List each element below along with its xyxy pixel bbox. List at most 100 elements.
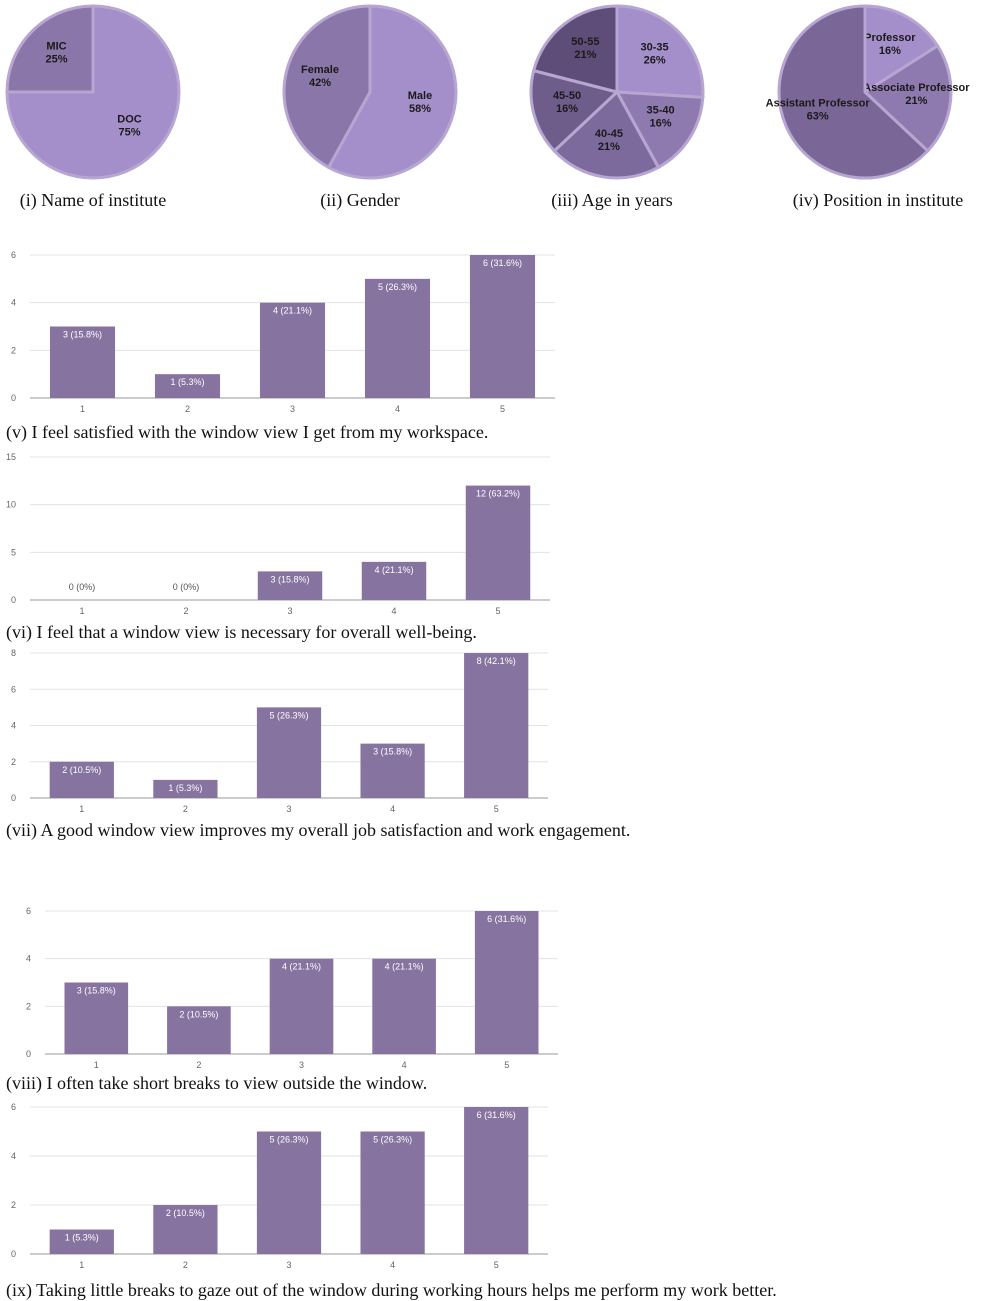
value-label: 16% bbox=[879, 45, 901, 57]
category-label: 45-50 bbox=[553, 90, 581, 102]
bar bbox=[464, 1107, 528, 1254]
value-label: 26% bbox=[644, 55, 666, 67]
x-tick-label: 4 bbox=[390, 1260, 395, 1270]
bar bbox=[270, 959, 334, 1054]
x-tick-label: 5 bbox=[494, 1260, 499, 1270]
page: DOC75%MIC25%(i) Name of instituteMale58%… bbox=[0, 0, 982, 1301]
y-tick-label: 6 bbox=[26, 906, 31, 916]
value-label: 3 (15.8%) bbox=[270, 574, 309, 584]
value-label: 16% bbox=[556, 103, 578, 115]
y-tick-label: 6 bbox=[11, 1102, 16, 1112]
x-tick-label: 4 bbox=[391, 606, 396, 616]
pie-label: 30-3526% bbox=[641, 42, 669, 67]
y-tick-label: 2 bbox=[26, 1001, 31, 1011]
x-tick-label: 5 bbox=[495, 606, 500, 616]
pie-label: Male58% bbox=[408, 90, 432, 115]
x-tick-label: 5 bbox=[504, 1060, 509, 1070]
value-label: 1 (5.3%) bbox=[168, 783, 202, 793]
value-label: 75% bbox=[118, 126, 140, 138]
y-tick-label: 0 bbox=[11, 793, 16, 803]
value-label: 0 (0%) bbox=[69, 582, 96, 592]
value-label: 3 (15.8%) bbox=[373, 747, 412, 757]
x-tick-label: 4 bbox=[390, 804, 395, 814]
category-label: Female bbox=[301, 64, 339, 76]
bar bbox=[257, 707, 321, 798]
y-tick-label: 4 bbox=[11, 721, 16, 731]
caption: (vi) I feel that a window view is necess… bbox=[6, 622, 477, 643]
pie-label: 35-4016% bbox=[646, 105, 674, 130]
value-label: 0 (0%) bbox=[173, 582, 200, 592]
value-label: 2 (10.5%) bbox=[166, 1208, 205, 1218]
y-tick-label: 5 bbox=[11, 547, 16, 557]
value-label: 42% bbox=[309, 77, 331, 89]
y-tick-label: 4 bbox=[11, 1151, 16, 1161]
bar bbox=[470, 255, 535, 398]
category-label: Male bbox=[408, 90, 432, 102]
value-label: 4 (21.1%) bbox=[273, 306, 312, 316]
value-label: 8 (42.1%) bbox=[477, 656, 516, 666]
category-label: Professor bbox=[864, 32, 916, 44]
value-label: 21% bbox=[574, 49, 596, 61]
x-tick-label: 1 bbox=[80, 404, 85, 414]
category-label: Assistant Professor bbox=[766, 97, 871, 109]
value-label: 4 (21.1%) bbox=[282, 962, 321, 972]
value-label: 25% bbox=[45, 54, 67, 66]
x-tick-label: 5 bbox=[494, 804, 499, 814]
y-tick-label: 6 bbox=[11, 684, 16, 694]
x-tick-label: 3 bbox=[290, 404, 295, 414]
x-tick-label: 1 bbox=[79, 606, 84, 616]
value-label: 16% bbox=[650, 118, 672, 130]
caption: (iv) Position in institute bbox=[793, 190, 964, 211]
bar bbox=[464, 653, 528, 798]
pie-label: DOC75% bbox=[117, 113, 142, 138]
x-tick-label: 3 bbox=[286, 804, 291, 814]
value-label: 2 (10.5%) bbox=[179, 1009, 218, 1019]
value-label: 12 (63.2%) bbox=[476, 489, 520, 499]
value-label: 6 (31.6%) bbox=[487, 914, 526, 924]
y-tick-label: 6 bbox=[11, 250, 16, 260]
value-label: 1 (5.3%) bbox=[170, 377, 204, 387]
value-label: 5 (26.3%) bbox=[269, 710, 308, 720]
value-label: 3 (15.8%) bbox=[77, 986, 116, 996]
y-tick-label: 10 bbox=[6, 500, 16, 510]
category-label: 30-35 bbox=[641, 42, 669, 54]
y-tick-label: 4 bbox=[26, 954, 31, 964]
value-label: 5 (26.3%) bbox=[378, 282, 417, 292]
y-tick-label: 0 bbox=[11, 1249, 16, 1259]
x-tick-label: 5 bbox=[500, 404, 505, 414]
caption: (viii) I often take short breaks to view… bbox=[6, 1073, 427, 1094]
bar bbox=[260, 303, 325, 398]
category-label: Associate Professor bbox=[863, 82, 970, 94]
value-label: 63% bbox=[807, 110, 829, 122]
bar bbox=[372, 959, 436, 1054]
y-tick-label: 8 bbox=[11, 648, 16, 658]
bar bbox=[475, 911, 539, 1054]
x-tick-label: 1 bbox=[79, 1260, 84, 1270]
x-tick-label: 2 bbox=[183, 606, 188, 616]
value-label: 4 (21.1%) bbox=[385, 962, 424, 972]
x-tick-label: 3 bbox=[299, 1060, 304, 1070]
value-label: 2 (10.5%) bbox=[62, 765, 101, 775]
value-label: 6 (31.6%) bbox=[483, 258, 522, 268]
x-tick-label: 4 bbox=[402, 1060, 407, 1070]
value-label: 21% bbox=[598, 141, 620, 153]
category-label: 35-40 bbox=[646, 105, 674, 117]
y-tick-label: 15 bbox=[6, 452, 16, 462]
y-tick-label: 2 bbox=[11, 345, 16, 355]
x-tick-label: 1 bbox=[94, 1060, 99, 1070]
value-label: 6 (31.6%) bbox=[477, 1110, 516, 1120]
value-label: 3 (15.8%) bbox=[63, 330, 102, 340]
bar bbox=[365, 279, 430, 398]
x-tick-label: 2 bbox=[185, 404, 190, 414]
caption: (v) I feel satisfied with the window vie… bbox=[6, 422, 488, 443]
bar bbox=[257, 1132, 321, 1255]
value-label: 1 (5.3%) bbox=[65, 1233, 99, 1243]
bar bbox=[466, 486, 530, 600]
x-tick-label: 4 bbox=[395, 404, 400, 414]
x-tick-label: 2 bbox=[196, 1060, 201, 1070]
value-label: 5 (26.3%) bbox=[373, 1135, 412, 1145]
y-tick-label: 0 bbox=[26, 1049, 31, 1059]
y-tick-label: 0 bbox=[11, 595, 16, 605]
